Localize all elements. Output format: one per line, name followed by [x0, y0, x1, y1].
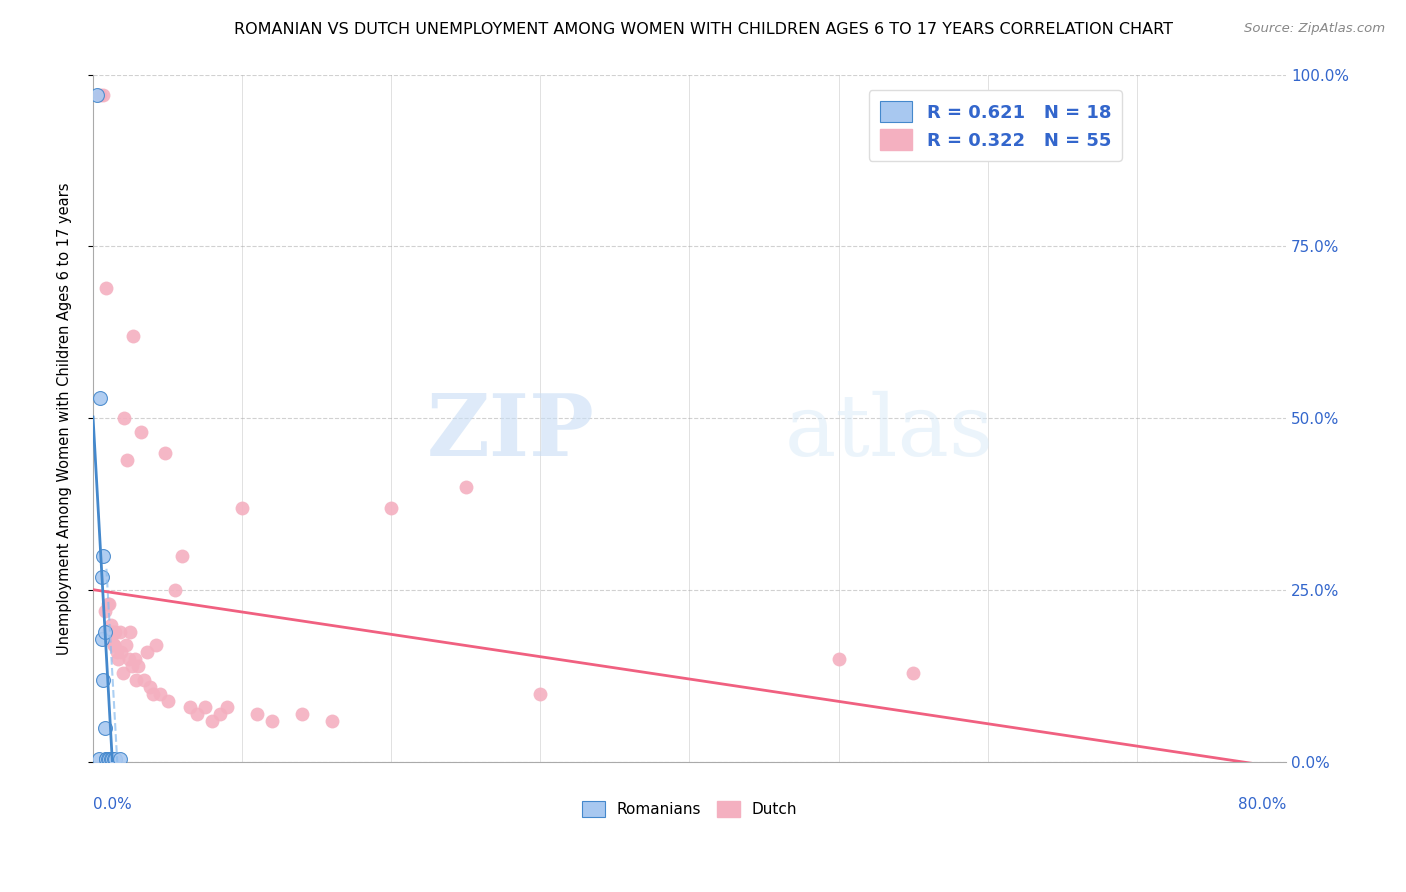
Point — [827, 652, 849, 666]
Text: 0.0%: 0.0% — [93, 797, 132, 812]
Y-axis label: Unemployment Among Women with Children Ages 6 to 17 years: Unemployment Among Women with Children A… — [58, 182, 72, 655]
Point — [105, 645, 128, 659]
Point — [121, 659, 143, 673]
Point — [208, 707, 231, 722]
Text: Source: ZipAtlas.com: Source: ZipAtlas.com — [1244, 22, 1385, 36]
Point — [124, 652, 146, 666]
Point — [129, 425, 152, 440]
Point — [100, 752, 122, 766]
Point — [127, 659, 149, 673]
Point — [101, 624, 124, 639]
Point — [291, 707, 314, 722]
Point — [901, 665, 924, 680]
Point — [91, 632, 114, 646]
Point — [172, 549, 194, 563]
Point — [100, 632, 122, 646]
Point — [135, 645, 157, 659]
Point — [163, 583, 186, 598]
Point — [103, 639, 125, 653]
Point — [98, 752, 121, 766]
Point — [231, 500, 253, 515]
Point — [260, 714, 283, 728]
Text: atlas: atlas — [785, 391, 994, 474]
Point — [380, 500, 402, 515]
Point — [103, 752, 125, 766]
Point — [194, 700, 217, 714]
Point — [156, 693, 179, 707]
Point — [96, 752, 118, 766]
Point — [153, 446, 176, 460]
Point — [246, 707, 269, 722]
Point — [321, 714, 343, 728]
Point — [142, 687, 165, 701]
Point — [96, 752, 118, 766]
Point — [97, 624, 120, 639]
Point — [103, 639, 125, 653]
Point — [138, 680, 160, 694]
Point — [96, 281, 118, 295]
Point — [98, 597, 121, 611]
Point — [186, 707, 208, 722]
Text: ZIP: ZIP — [426, 390, 595, 475]
Point — [87, 752, 110, 766]
Point — [104, 752, 127, 766]
Point — [97, 597, 120, 611]
Point — [179, 700, 201, 714]
Point — [120, 624, 142, 639]
Point — [94, 624, 117, 639]
Point — [145, 639, 167, 653]
Point — [454, 480, 477, 494]
Point — [86, 88, 108, 103]
Legend: Romanians, Dutch: Romanians, Dutch — [575, 796, 803, 823]
Point — [100, 618, 122, 632]
Point — [93, 673, 115, 687]
Point — [89, 88, 111, 103]
Text: ROMANIAN VS DUTCH UNEMPLOYMENT AMONG WOMEN WITH CHILDREN AGES 6 TO 17 YEARS CORR: ROMANIAN VS DUTCH UNEMPLOYMENT AMONG WOM… — [233, 22, 1173, 37]
Point — [217, 700, 239, 714]
Point — [117, 452, 139, 467]
Point — [94, 604, 117, 618]
Point — [118, 652, 141, 666]
Point — [93, 88, 115, 103]
Point — [125, 673, 148, 687]
Point — [94, 721, 117, 735]
Point — [114, 639, 136, 653]
Point — [89, 391, 111, 405]
Point — [110, 645, 132, 659]
Point — [122, 329, 145, 343]
Point — [91, 570, 114, 584]
Point — [201, 714, 224, 728]
Text: 80.0%: 80.0% — [1237, 797, 1286, 812]
Point — [529, 687, 551, 701]
Point — [112, 411, 135, 425]
Point — [107, 652, 129, 666]
Point — [93, 549, 115, 563]
Point — [132, 673, 155, 687]
Point — [97, 752, 120, 766]
Point — [104, 624, 127, 639]
Point — [108, 752, 131, 766]
Point — [149, 687, 172, 701]
Point — [111, 665, 134, 680]
Point — [101, 752, 124, 766]
Point — [108, 624, 131, 639]
